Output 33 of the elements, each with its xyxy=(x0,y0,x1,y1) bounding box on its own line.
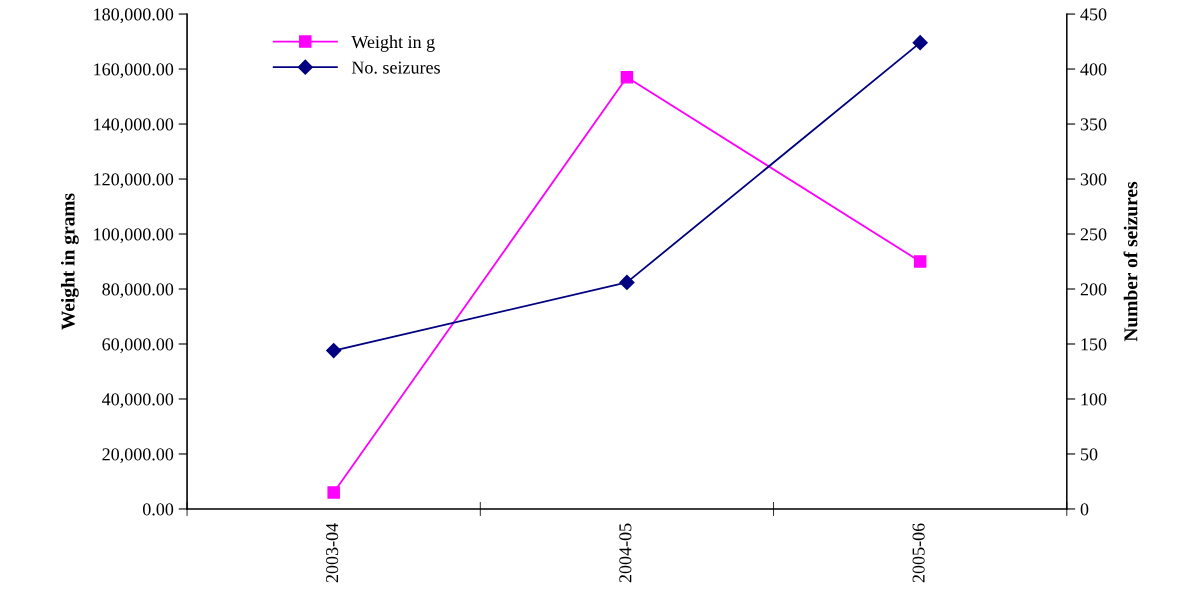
y-tick-label: 60,000.00 xyxy=(102,338,174,354)
point xyxy=(326,343,342,359)
y-tick-label: 20,000.00 xyxy=(102,448,174,464)
y2-tick-label: 300 xyxy=(1080,173,1107,186)
y2-tick-label: 0 xyxy=(1080,503,1089,516)
y-tick-label: 160,000.00 xyxy=(94,63,174,79)
y-tick-label: 40,000.00 xyxy=(102,393,174,409)
y-axis-title: Weight in grams xyxy=(60,193,79,330)
y2-tick-label: 200 xyxy=(1080,283,1107,296)
y2-tick-label: 250 xyxy=(1080,228,1107,241)
x-tick-label: 2005-06 xyxy=(912,523,925,583)
y-tick-label: 180,000.00 xyxy=(94,8,174,24)
y-tick-label: 120,000.00 xyxy=(94,173,174,189)
point xyxy=(620,71,634,84)
legend-label: Weight in g xyxy=(351,35,435,52)
legend-label: No. seizures xyxy=(351,61,440,74)
y-tick-label: 0.00 xyxy=(142,503,174,516)
point xyxy=(912,35,928,51)
y2-tick-label: 150 xyxy=(1081,338,1107,351)
x-tick-label: 2004-05 xyxy=(619,523,632,583)
y2-tick-label: 100 xyxy=(1081,393,1107,406)
point xyxy=(913,255,927,268)
point xyxy=(327,486,340,499)
y2-tick-label: 350 xyxy=(1080,118,1107,131)
y2-tick-label: 50 xyxy=(1081,448,1098,461)
y-tick-label: 80,000.00 xyxy=(102,283,174,299)
y-tick-label: 140,000.00 xyxy=(94,118,174,134)
y2-axis-title: Number of seizures xyxy=(1123,181,1138,342)
x-tick-label: 2003-04 xyxy=(326,523,339,583)
y2-tick-label: 400 xyxy=(1080,63,1107,76)
point xyxy=(619,274,635,290)
y-tick-label: 100,000.00 xyxy=(94,228,174,244)
y2-tick-label: 450 xyxy=(1080,8,1107,21)
